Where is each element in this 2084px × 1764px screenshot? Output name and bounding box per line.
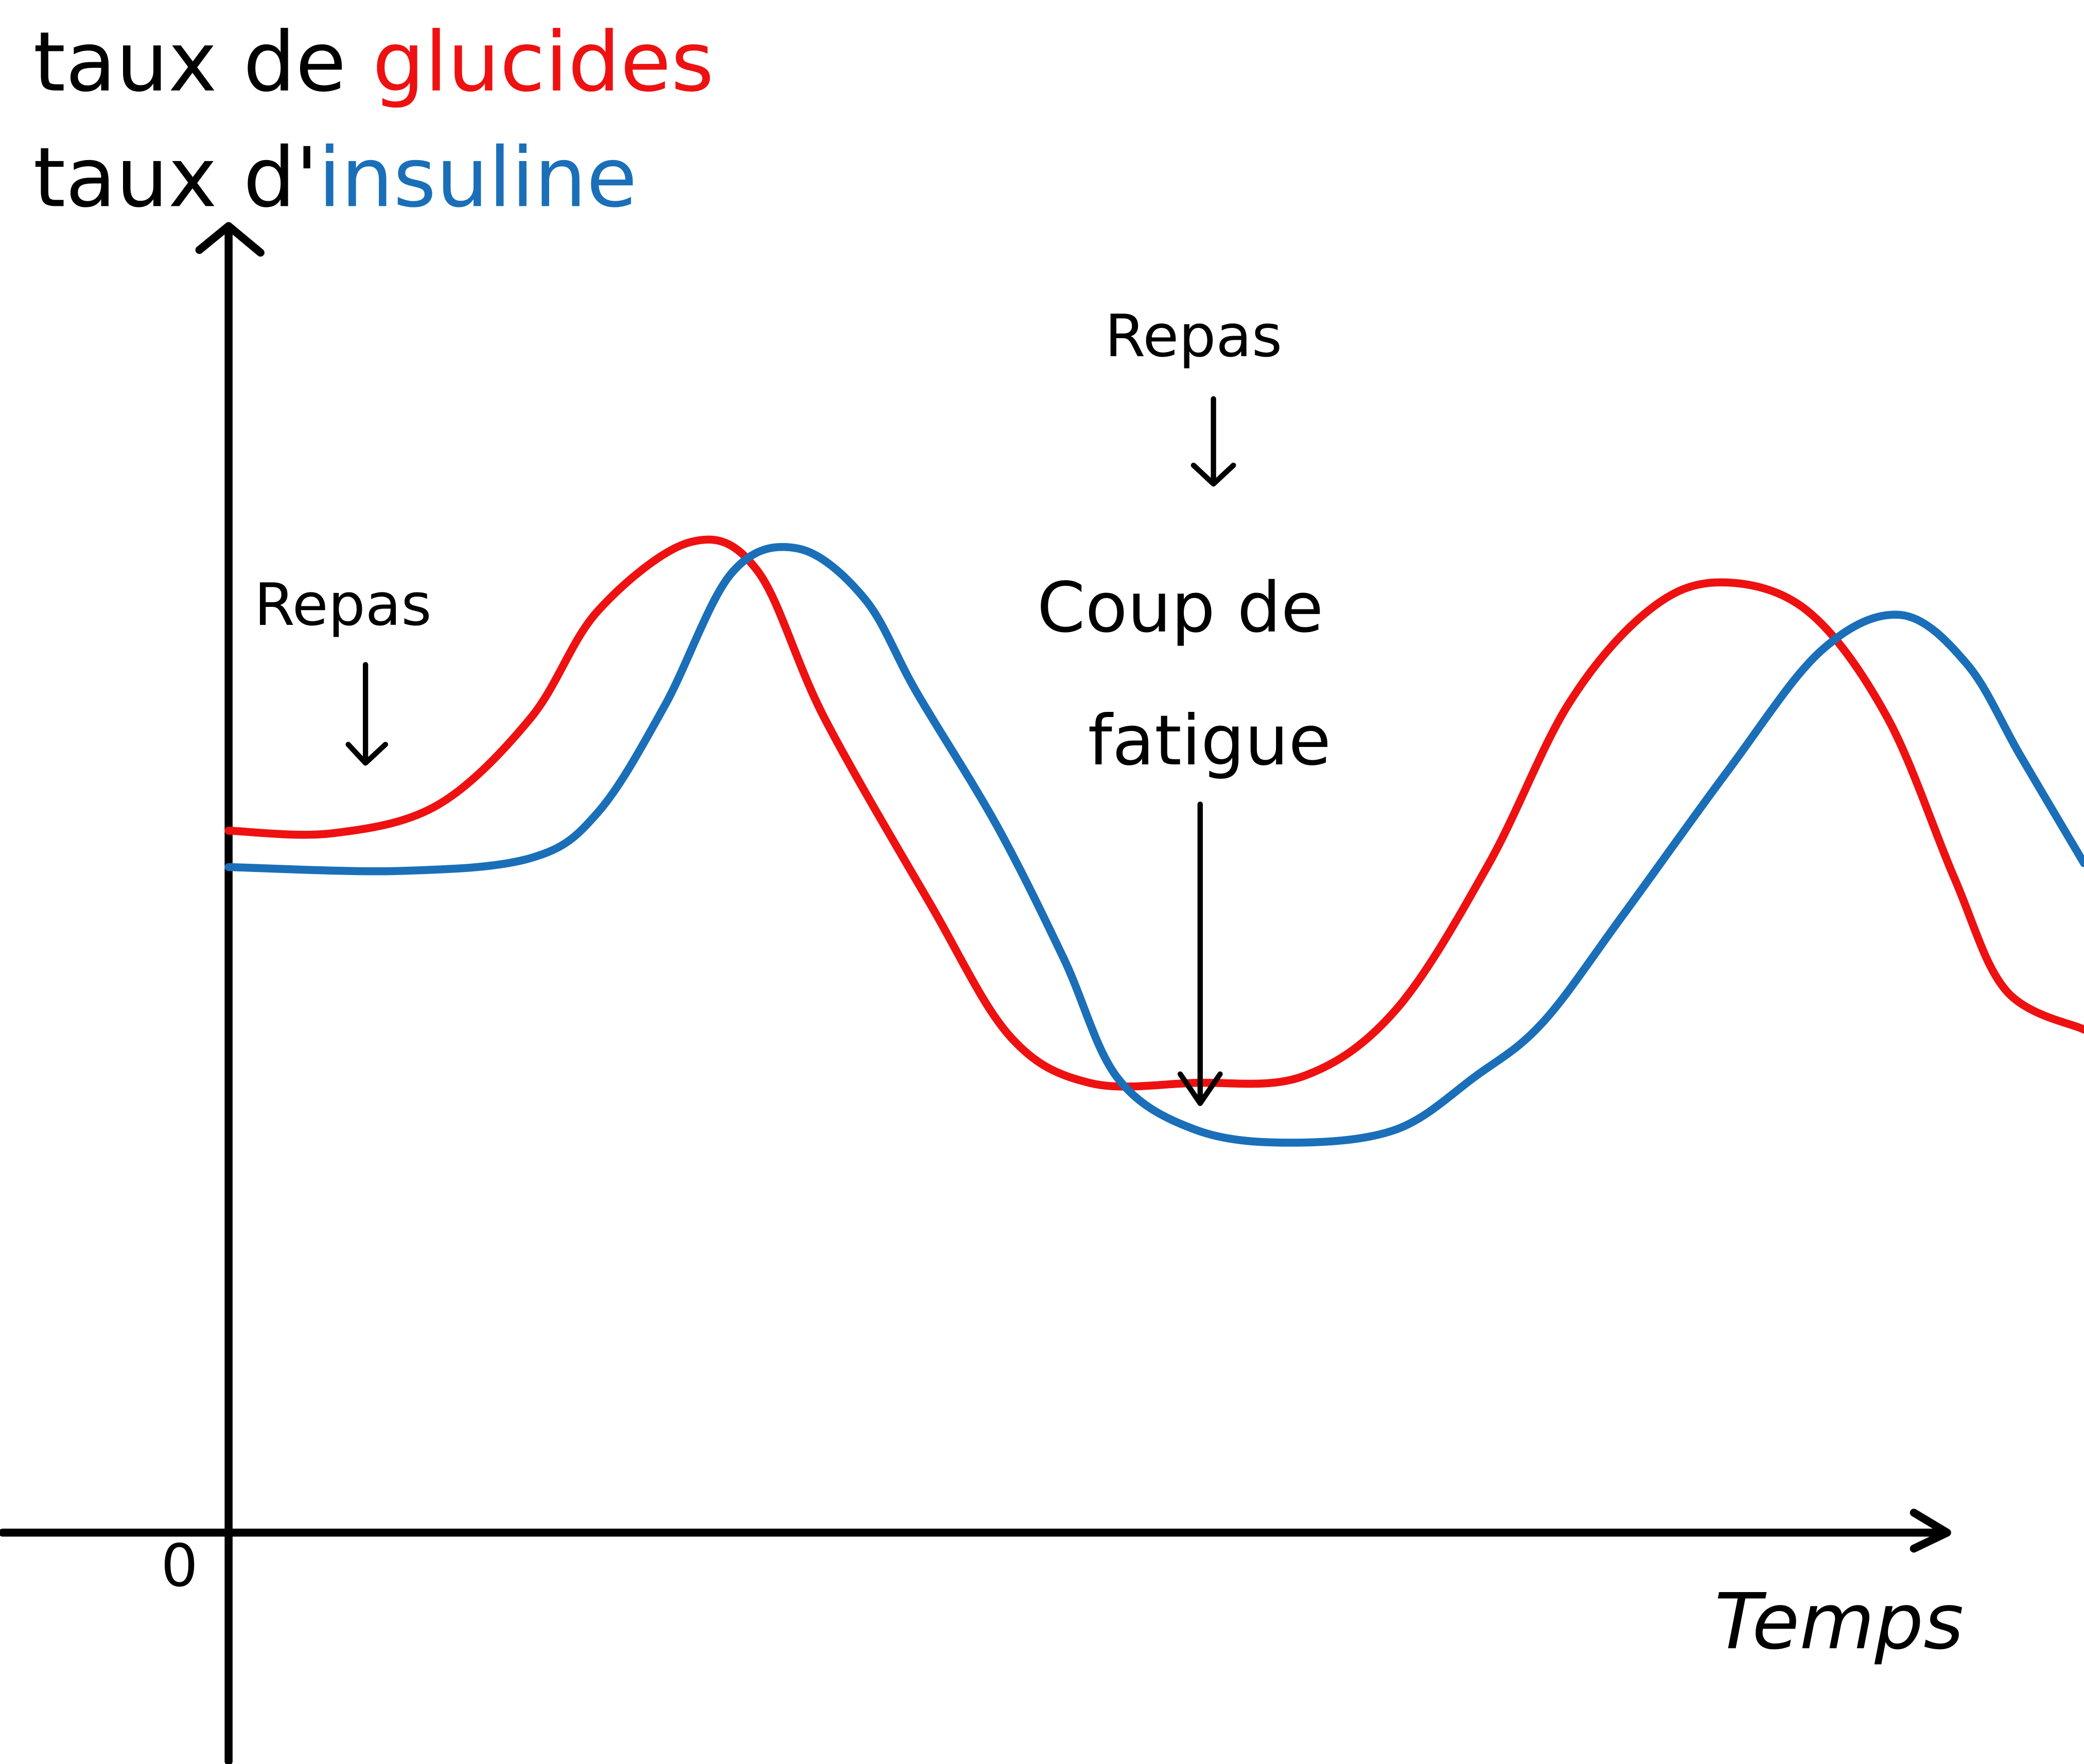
arrow [345, 662, 389, 766]
annotation: Repas [1105, 302, 1283, 370]
x-axis [0, 1509, 1951, 1553]
annotation: Coup de [1037, 567, 1324, 648]
x-axis-label: Temps [1714, 1577, 1964, 1667]
title-line: taux de glucides [33, 14, 714, 110]
annotation: fatigue [1088, 700, 1331, 781]
arrow [1177, 801, 1223, 1106]
y-tick-label: 0 [161, 1532, 198, 1600]
title-line: taux d'insuline [33, 129, 637, 225]
title-word: glucides [373, 14, 714, 110]
arrow [1190, 396, 1236, 487]
series-line [224, 535, 2084, 1091]
title-prefix: taux de [33, 14, 373, 110]
title-prefix: taux d' [33, 129, 319, 225]
y-axis [195, 222, 265, 1764]
annotation: Repas [254, 571, 432, 639]
series-line [224, 543, 2084, 1147]
title-word: insuline [318, 129, 637, 225]
